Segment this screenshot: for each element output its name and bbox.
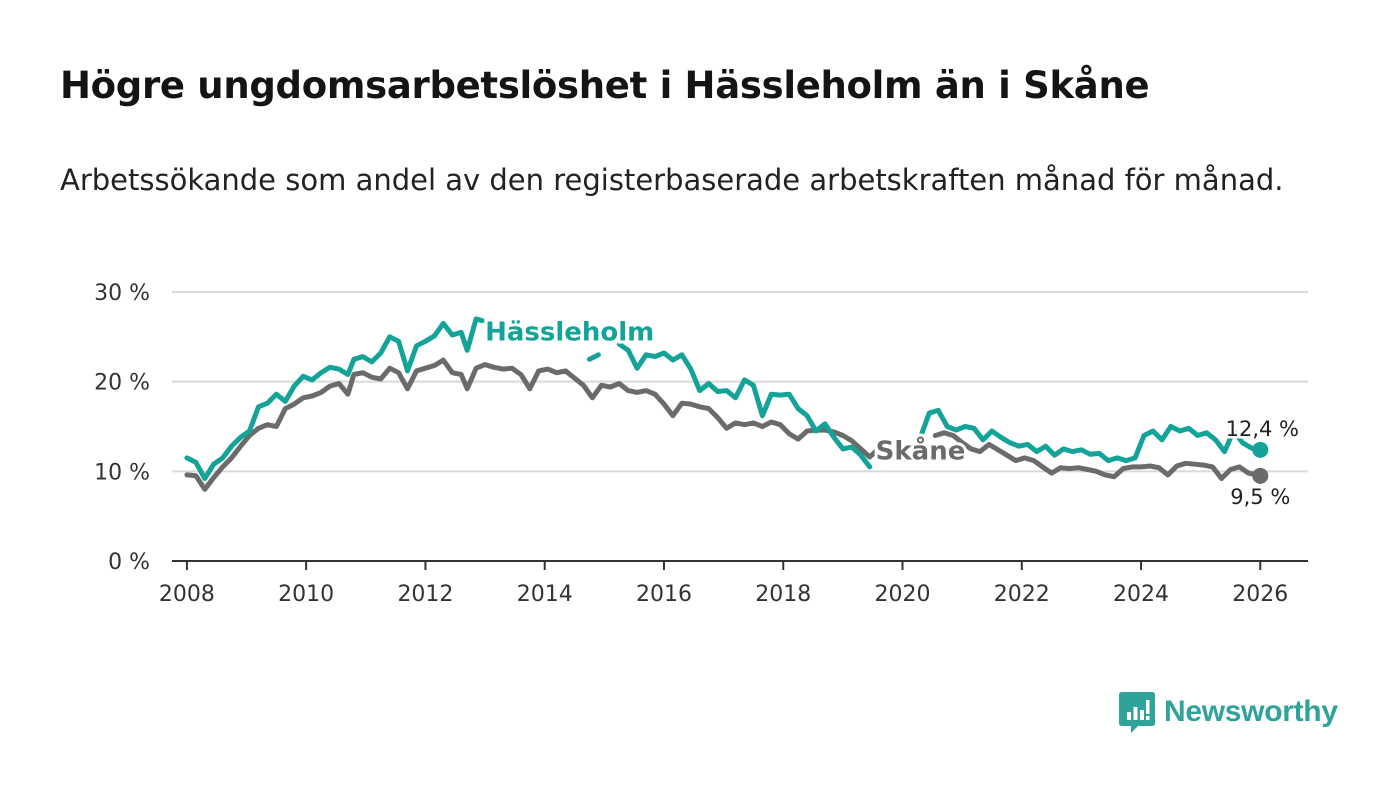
x-tick-label: 2008 — [159, 582, 215, 607]
series-line-hassleholm — [586, 352, 601, 362]
brand-name: Newsworthy — [1164, 695, 1338, 728]
y-tick-label: 30 % — [94, 281, 150, 306]
y-tick-label: 20 % — [94, 371, 150, 396]
x-tick-label: 2014 — [517, 582, 573, 607]
brand-logo: Newsworthy — [1118, 690, 1338, 734]
series-label-skane: Skåne — [876, 435, 966, 467]
y-tick-label: 0 % — [108, 550, 150, 575]
newsworthy-logo-icon — [1119, 692, 1155, 733]
end-label-skane: 9,5 % — [1230, 485, 1290, 509]
x-axis-ticks: 2008 2010 2012 2014 2016 2018 2020 2022 2024 2026 — [159, 561, 1288, 607]
series-line-hassleholm — [184, 316, 485, 481]
grid-lines — [172, 291, 1308, 473]
x-tick-label: 2016 — [636, 582, 692, 607]
series-line-hassleholm — [917, 407, 1263, 464]
series-line-hassleholm — [616, 341, 873, 470]
x-tick-label: 2022 — [994, 582, 1050, 607]
series-line-skane — [932, 430, 1263, 481]
x-tick-label: 2012 — [397, 582, 453, 607]
x-tick-label: 2026 — [1232, 582, 1288, 607]
x-tick-label: 2018 — [755, 582, 811, 607]
x-tick-label: 2010 — [278, 582, 334, 607]
chart-title: Högre ungdomsarbetslöshet i Hässleholm ä… — [60, 64, 1150, 107]
line-chart: 0 % 10 % 20 % 30 % 2008 2010 2012 2014 2016 2018… — [94, 281, 1308, 607]
series-line-skane — [184, 357, 917, 492]
series-lines — [184, 316, 1263, 492]
end-point-skane — [1252, 467, 1269, 484]
x-tick-label: 2020 — [874, 582, 930, 607]
end-point-hassleholm — [1252, 441, 1269, 458]
chart-subtitle: Arbetssökande som andel av den registerb… — [60, 163, 1284, 197]
end-label-hassleholm: 12,4 % — [1226, 417, 1299, 441]
y-tick-label: 10 % — [94, 460, 150, 485]
x-tick-label: 2024 — [1113, 582, 1169, 607]
series-label-hassleholm: Hässleholm — [485, 317, 654, 347]
y-axis-ticks: 0 % 10 % 20 % 30 % — [94, 281, 150, 575]
